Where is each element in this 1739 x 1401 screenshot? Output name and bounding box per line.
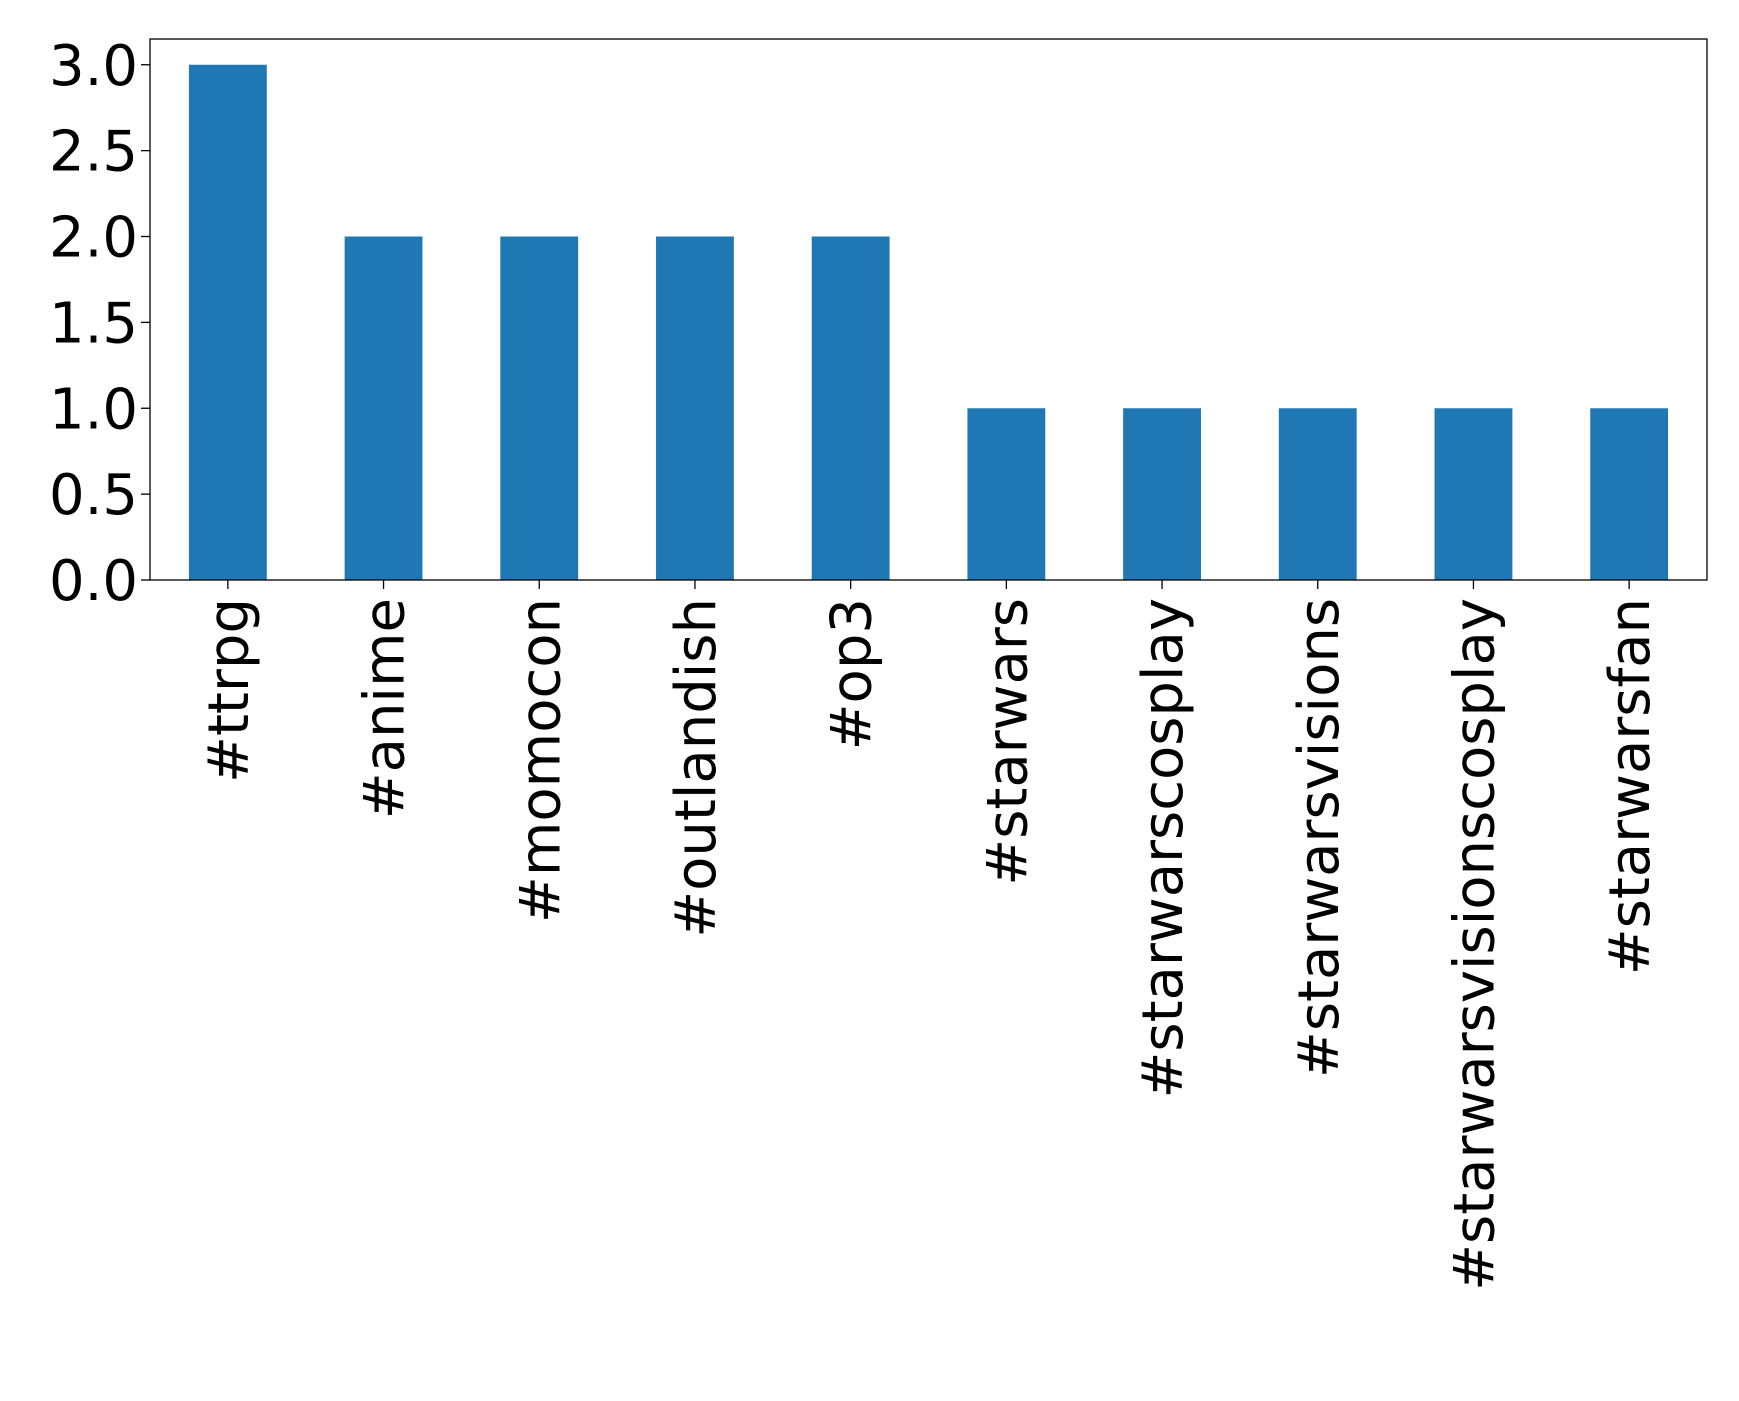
y-tick-label: 0.0 <box>49 549 138 614</box>
bar-4 <box>811 236 890 580</box>
x-tick-label: #starwars <box>975 598 1040 886</box>
x-tick-label: #outlandish <box>664 598 729 938</box>
plot-frame <box>149 38 1708 581</box>
x-tick-label: #starwarsvisionscosplay <box>1442 598 1507 1291</box>
bar-6 <box>1123 408 1201 580</box>
y-tick-label: 2.0 <box>49 206 138 271</box>
bar-1 <box>344 236 423 580</box>
y-axis: 0.0 0.5 1.0 1.5 2.0 2.5 3.0 <box>49 34 150 614</box>
bar-0 <box>188 64 267 580</box>
bar-2 <box>500 236 579 580</box>
x-tick-label: #momocon <box>508 598 573 923</box>
y-tick-label: 0.5 <box>49 463 138 528</box>
bar-3 <box>656 236 734 580</box>
bar-7 <box>1278 408 1357 580</box>
x-tick-label: #ttrpg <box>197 598 262 783</box>
bar-9 <box>1590 408 1669 580</box>
x-axis: #ttrpg #anime #momocon #outlandish #op3 #star… <box>197 580 1663 1291</box>
x-tick-label: #starwarscosplay <box>1131 598 1196 1099</box>
plot-bars <box>188 64 1669 580</box>
x-tick-label: #op3 <box>820 598 885 750</box>
x-tick-label: #anime <box>353 598 418 819</box>
x-tick-label: #starwarsvisions <box>1287 598 1352 1078</box>
bar-5 <box>967 408 1046 580</box>
y-tick-label: 2.5 <box>49 120 138 185</box>
bar-8 <box>1434 408 1513 580</box>
x-tick-label: #starwarsfan <box>1598 598 1663 975</box>
y-tick-label: 1.0 <box>49 377 138 442</box>
y-tick-label: 1.5 <box>49 291 138 356</box>
y-tick-label: 3.0 <box>49 34 138 99</box>
